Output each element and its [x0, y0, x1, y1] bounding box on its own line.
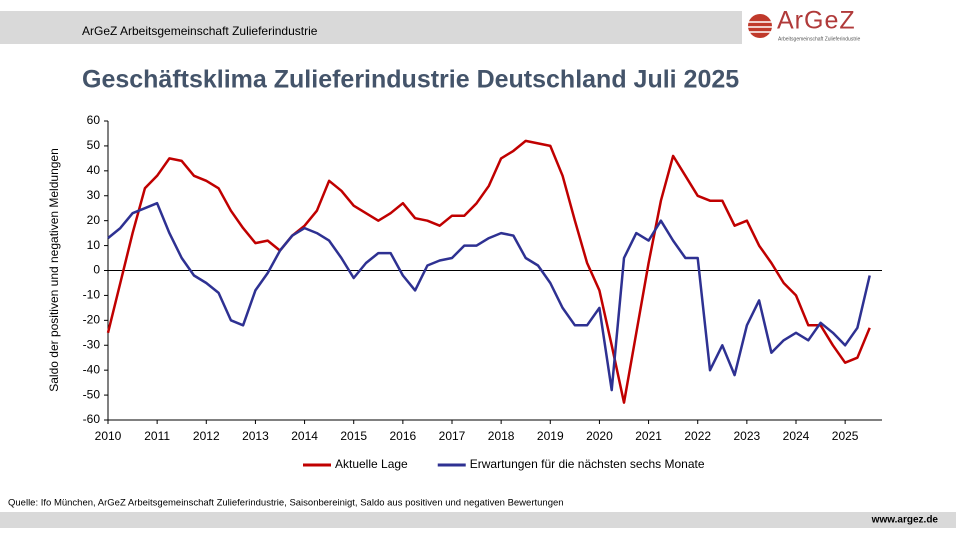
series-line — [106, 139, 871, 404]
chart-title: Geschäftsklima Zulieferindustrie Deutsch… — [82, 66, 739, 94]
logo-name: ArGeZ — [777, 7, 856, 35]
y-tick-label: -50 — [83, 387, 101, 401]
y-tick-label: 30 — [87, 188, 101, 202]
y-tick-label: 50 — [87, 138, 101, 152]
x-tick-label: 2013 — [242, 429, 269, 443]
x-tick-label: 2017 — [439, 429, 466, 443]
series-line — [107, 201, 871, 392]
logo-tagline: Arbeitsgemeinschaft Zulieferindustrie — [778, 36, 860, 42]
header-bar — [0, 11, 742, 44]
x-tick-label: 2010 — [95, 429, 122, 443]
y-tick-label: -30 — [83, 337, 101, 351]
y-tick-label: -40 — [83, 362, 101, 376]
y-tick-label: 0 — [93, 263, 100, 277]
logo: ArGeZ Arbeitsgemeinschaft Zulieferindust… — [748, 7, 860, 42]
logo-icon — [748, 14, 772, 38]
y-tick-label: 60 — [87, 113, 101, 127]
y-tick-label: -10 — [83, 288, 101, 302]
footer-bar — [0, 512, 956, 528]
x-tick-label: 2021 — [635, 429, 662, 443]
footer-url: www.argez.de — [871, 515, 939, 526]
x-tick-label: 2015 — [340, 429, 367, 443]
legend-label: Erwartungen für die nächsten sechs Monat… — [470, 457, 705, 471]
header-title: ArGeZ Arbeitsgemeinschaft Zulieferindust… — [82, 24, 318, 38]
x-tick-label: 2025 — [832, 429, 859, 443]
x-tick-label: 2014 — [291, 429, 318, 443]
y-tick-label: 40 — [87, 163, 101, 177]
y-tick-label: 10 — [87, 238, 101, 252]
y-tick-label: 20 — [87, 213, 101, 227]
y-axis-label: Saldo der positiven und negativen Meldun… — [47, 148, 61, 392]
x-tick-label: 2016 — [390, 429, 417, 443]
x-tick-label: 2018 — [488, 429, 515, 443]
plot: -60 -50 -40 -30 -20 -10 0 10 20 30 40 50 60 2010 2011 2… — [83, 113, 882, 471]
x-tick-label: 2024 — [783, 429, 810, 443]
legend-label: Aktuelle Lage — [335, 457, 408, 471]
x-tick-label: 2020 — [586, 429, 613, 443]
x-tick-label: 2023 — [734, 429, 761, 443]
x-tick-label: 2012 — [193, 429, 220, 443]
source-note: Quelle: Ifo München, ArGeZ Arbeitsgemein… — [8, 498, 564, 509]
y-tick-label: -60 — [83, 412, 101, 426]
x-tick-label: 2011 — [144, 429, 170, 443]
y-tick-label: -20 — [83, 313, 101, 327]
x-tick-label: 2022 — [684, 429, 711, 443]
x-tick-label: 2019 — [537, 429, 564, 443]
